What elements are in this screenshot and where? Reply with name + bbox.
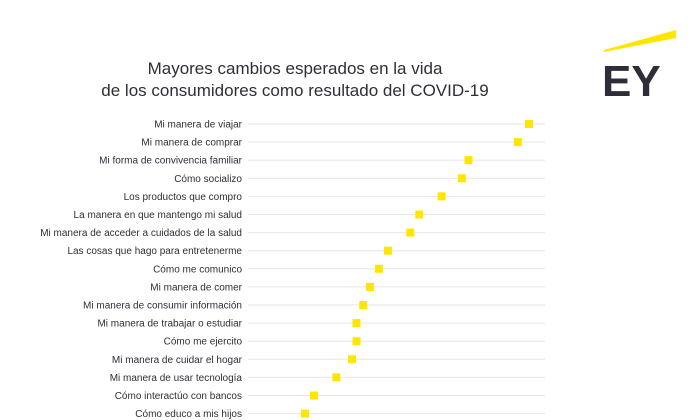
- category-label: La manera en que mantengo mi salud: [74, 210, 242, 221]
- data-point-marker: [359, 301, 368, 309]
- data-point-marker: [415, 210, 424, 219]
- category-label: Cómo me ejercito: [164, 337, 243, 348]
- category-label: Mi manera de acceder a cuidados de la sa…: [40, 228, 242, 239]
- data-point-marker: [352, 319, 361, 328]
- data-point-marker: [513, 138, 522, 147]
- data-point-marker: [525, 120, 533, 128]
- category-label: Mi manera de viajar: [154, 120, 242, 131]
- category-label: Mi manera de cuidar el hogar: [112, 355, 243, 366]
- category-label: Los productos que compro: [124, 192, 243, 203]
- category-label: Mi manera de comprar: [141, 138, 242, 149]
- data-point-marker: [383, 246, 392, 255]
- data-point-marker: [309, 391, 318, 400]
- data-point-marker: [352, 337, 361, 346]
- category-label: Mi manera de usar tecnología: [110, 373, 243, 384]
- category-label: Las cosas que hago para entretenerme: [67, 246, 242, 257]
- data-point-marker: [437, 192, 446, 201]
- category-label: Mi manera de consumir información: [83, 301, 242, 312]
- data-point-marker: [457, 174, 466, 183]
- category-label: Cómo socializo: [174, 174, 242, 185]
- category-label: Cómo educo a mis hijos: [135, 409, 242, 420]
- chart-title-line1: Mayores cambios esperados en la vida: [147, 59, 443, 78]
- data-point-marker: [332, 373, 341, 382]
- category-label: Cómo me comunico: [153, 264, 242, 275]
- data-point-marker: [406, 228, 415, 237]
- ey-logo-text: EY: [602, 57, 661, 102]
- data-point-marker: [464, 156, 473, 165]
- data-point-marker: [374, 264, 383, 273]
- chart-title-line2: de los consumidores como resultado del C…: [101, 81, 489, 100]
- data-point-marker: [301, 409, 309, 418]
- data-point-marker: [348, 355, 357, 364]
- category-label: Mi manera de trabajar o estudiar: [97, 319, 242, 330]
- category-label: Mi forma de convivencia familiar: [99, 156, 242, 167]
- category-label: Mi manera de comer: [150, 282, 242, 293]
- ey-logo-beam-icon: [604, 30, 676, 52]
- data-point-marker: [365, 282, 374, 291]
- ey-logo: EY: [602, 30, 676, 102]
- chart-title: Mayores cambios esperados en la vida de …: [60, 58, 530, 102]
- category-label: Cómo interactúo con bancos: [115, 391, 242, 402]
